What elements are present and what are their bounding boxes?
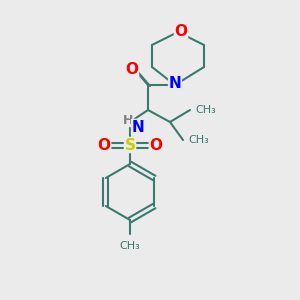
Text: N: N xyxy=(132,119,144,134)
Text: O: O xyxy=(149,137,163,152)
Text: CH₃: CH₃ xyxy=(195,105,216,115)
Text: CH₃: CH₃ xyxy=(188,135,209,145)
Text: H: H xyxy=(123,113,133,127)
Text: O: O xyxy=(175,25,188,40)
Text: CH₃: CH₃ xyxy=(120,241,140,251)
Text: O: O xyxy=(98,137,110,152)
Text: N: N xyxy=(169,76,182,92)
Text: O: O xyxy=(125,62,139,77)
Text: S: S xyxy=(124,137,136,152)
